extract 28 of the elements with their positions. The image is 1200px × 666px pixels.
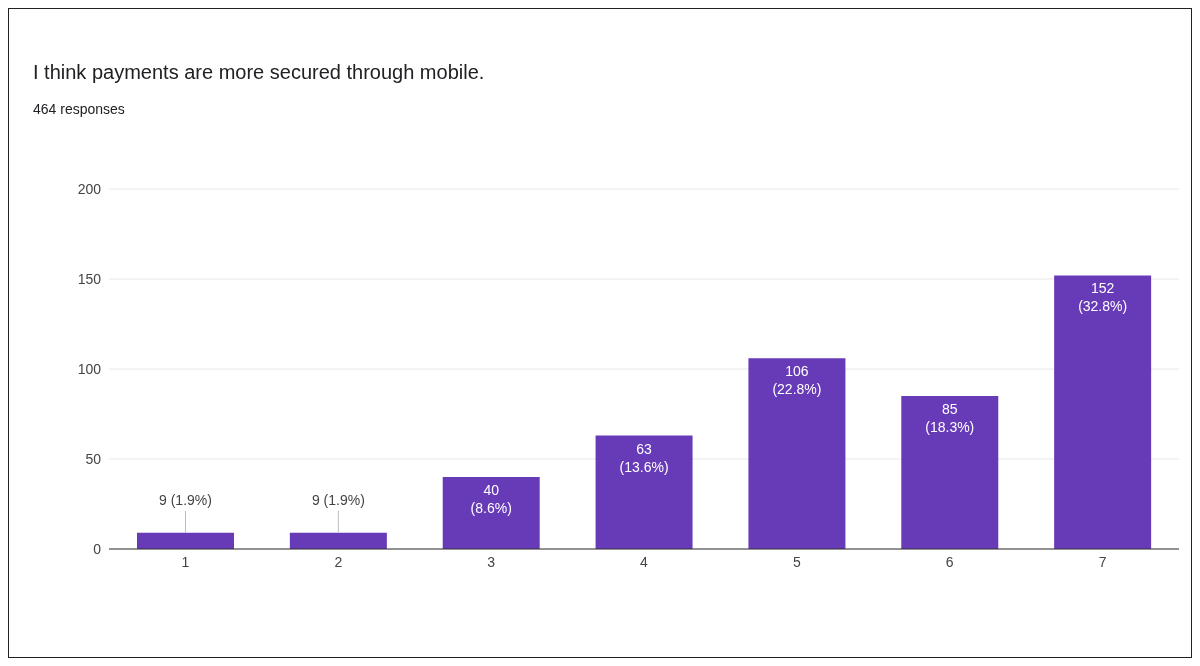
bar: [442, 477, 540, 549]
x-tick-label: 4: [640, 553, 649, 570]
data-label: 63 (13.6%): [619, 440, 669, 475]
data-label: 9 (1.9%): [159, 491, 212, 508]
bar: [595, 435, 693, 549]
x-tick-label: 5: [792, 553, 801, 570]
x-tick-label: 6: [945, 553, 954, 570]
data-label: 40 (8.6%): [470, 482, 512, 516]
data-label: 106 (22.8%): [772, 363, 822, 398]
x-tick-label: 7: [1098, 553, 1107, 570]
bar: [137, 532, 234, 549]
data-label: 152 (32.8%): [1078, 280, 1128, 315]
chart-title: I think payments are more secured through mobile.: [33, 61, 485, 84]
y-tick-label: 0: [93, 540, 102, 557]
x-tick-label: 3: [487, 553, 496, 570]
y-tick-label: 50: [85, 450, 102, 467]
bar: [1054, 275, 1152, 549]
x-tick-label: 2: [334, 553, 343, 570]
data-label: 9 (1.9%): [311, 491, 365, 508]
bar: [748, 358, 846, 549]
chart-subtitle: 464 responses: [33, 101, 125, 117]
x-tick-label: 1: [181, 553, 190, 570]
data-label: 85 (18.3%): [925, 401, 975, 435]
y-tick-label: 200: [77, 180, 102, 197]
y-tick-label: 150: [77, 270, 102, 287]
y-tick-label: 100: [77, 360, 102, 377]
bar: [289, 532, 387, 549]
bar: [901, 396, 999, 549]
